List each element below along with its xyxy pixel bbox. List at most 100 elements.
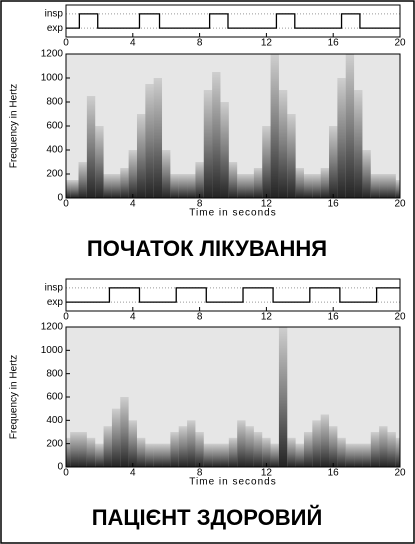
spectral-energy xyxy=(79,432,87,467)
spectral-energy xyxy=(120,397,128,467)
x-tick-label: 16 xyxy=(328,312,340,323)
spectral-energy xyxy=(246,426,254,467)
y-tick-label: insp xyxy=(45,8,64,19)
y-tick-label: 800 xyxy=(46,97,63,108)
spectral-energy xyxy=(379,174,387,198)
spectral-energy xyxy=(66,180,70,198)
spectral-energy xyxy=(145,444,153,467)
x-axis-label: Time in seconds xyxy=(189,208,276,219)
spectral-energy xyxy=(162,444,170,467)
x-tick-label: 4 xyxy=(130,38,136,49)
spectral-energy xyxy=(195,432,203,467)
plot-area xyxy=(66,279,400,311)
y-tick-label: insp xyxy=(45,282,64,293)
spectral-energy xyxy=(371,174,379,198)
spectral-energy xyxy=(112,174,120,198)
spectral-energy xyxy=(66,438,70,467)
spectral-energy xyxy=(137,438,145,467)
spectral-energy xyxy=(254,432,262,467)
y-tick-label: 1000 xyxy=(41,345,64,356)
x-tick-label: 20 xyxy=(394,38,406,49)
x-tick-label: 20 xyxy=(394,468,406,479)
figure: expinsp048121620020040060080010001200048… xyxy=(0,0,415,544)
spectral-energy xyxy=(296,444,304,467)
x-tick-label: 0 xyxy=(63,38,69,49)
spectral-energy xyxy=(179,426,187,467)
x-tick-label: 16 xyxy=(328,199,340,210)
spectral-energy xyxy=(179,174,187,198)
y-tick-label: 400 xyxy=(46,415,63,426)
spectral-energy xyxy=(246,174,254,198)
x-tick-label: 0 xyxy=(63,312,69,323)
spectral-energy xyxy=(154,444,162,467)
spectral-energy xyxy=(304,174,312,198)
panel-title: ПОЧАТОК ЛІКУВАННЯ xyxy=(87,236,327,261)
spectral-energy xyxy=(271,444,279,467)
spectral-energy xyxy=(112,409,120,467)
spectral-energy xyxy=(304,432,312,467)
spectral-energy xyxy=(204,444,212,467)
x-tick-label: 0 xyxy=(63,468,69,479)
spectral-energy xyxy=(87,438,95,467)
spectral-energy xyxy=(262,126,270,198)
spectral-energy xyxy=(145,84,153,198)
y-axis-label: Frequency in Hertz xyxy=(9,84,20,168)
y-tick-label: 800 xyxy=(46,368,63,379)
spectral-energy xyxy=(354,444,362,467)
x-axis-label: Time in seconds xyxy=(189,477,276,488)
x-tick-label: 20 xyxy=(394,312,406,323)
y-tick-label: 600 xyxy=(46,121,63,132)
spectral-energy xyxy=(296,168,304,198)
spectral-energy xyxy=(220,444,228,467)
plot-area xyxy=(66,5,400,37)
y-tick-label: 200 xyxy=(46,169,63,180)
spectral-energy xyxy=(337,78,345,198)
x-tick-label: 4 xyxy=(130,468,136,479)
spectral-energy xyxy=(346,444,354,467)
y-tick-label: exp xyxy=(47,297,64,308)
spectral-energy xyxy=(129,150,137,198)
y-tick-label: 1000 xyxy=(41,73,64,84)
spectral-energy xyxy=(170,174,178,198)
x-tick-label: 4 xyxy=(130,312,136,323)
x-tick-label: 12 xyxy=(261,312,273,323)
spectral-energy xyxy=(362,150,370,198)
x-tick-label: 8 xyxy=(197,38,203,49)
spectral-energy xyxy=(204,90,212,198)
spectral-energy xyxy=(287,438,295,467)
spectral-energy xyxy=(195,162,203,198)
x-tick-label: 0 xyxy=(63,199,69,210)
spectral-energy xyxy=(95,444,103,467)
y-axis-label: Frequency in Hertz xyxy=(9,355,20,439)
spectral-energy xyxy=(279,90,287,198)
y-tick-label: 1200 xyxy=(41,49,64,60)
y-tick-label: 600 xyxy=(46,392,63,403)
spectral-energy xyxy=(87,96,95,198)
spectral-energy xyxy=(129,420,137,467)
spectral-energy xyxy=(162,150,170,198)
spectral-energy xyxy=(371,432,379,467)
y-tick-label: 200 xyxy=(46,438,63,449)
spectral-energy xyxy=(362,444,370,467)
spectral-energy xyxy=(379,426,387,467)
spectral-energy xyxy=(354,90,362,198)
spectral-energy xyxy=(212,72,220,198)
spectral-energy xyxy=(79,162,87,198)
spectral-energy xyxy=(321,168,329,198)
spectral-energy xyxy=(70,432,78,467)
x-tick-label: 20 xyxy=(394,199,406,210)
spectral-energy xyxy=(387,174,395,198)
spectral-energy xyxy=(137,114,145,198)
spectral-energy xyxy=(229,162,237,198)
spectral-energy xyxy=(279,327,287,467)
spectral-energy xyxy=(346,54,354,198)
x-tick-label: 16 xyxy=(328,468,340,479)
spectral-energy xyxy=(104,426,112,467)
x-tick-label: 16 xyxy=(328,38,340,49)
spectral-energy xyxy=(396,180,400,198)
spectral-energy xyxy=(329,126,337,198)
spectral-energy xyxy=(220,102,228,198)
spectral-energy xyxy=(321,415,329,468)
x-tick-label: 4 xyxy=(130,199,136,210)
spectral-energy xyxy=(287,114,295,198)
